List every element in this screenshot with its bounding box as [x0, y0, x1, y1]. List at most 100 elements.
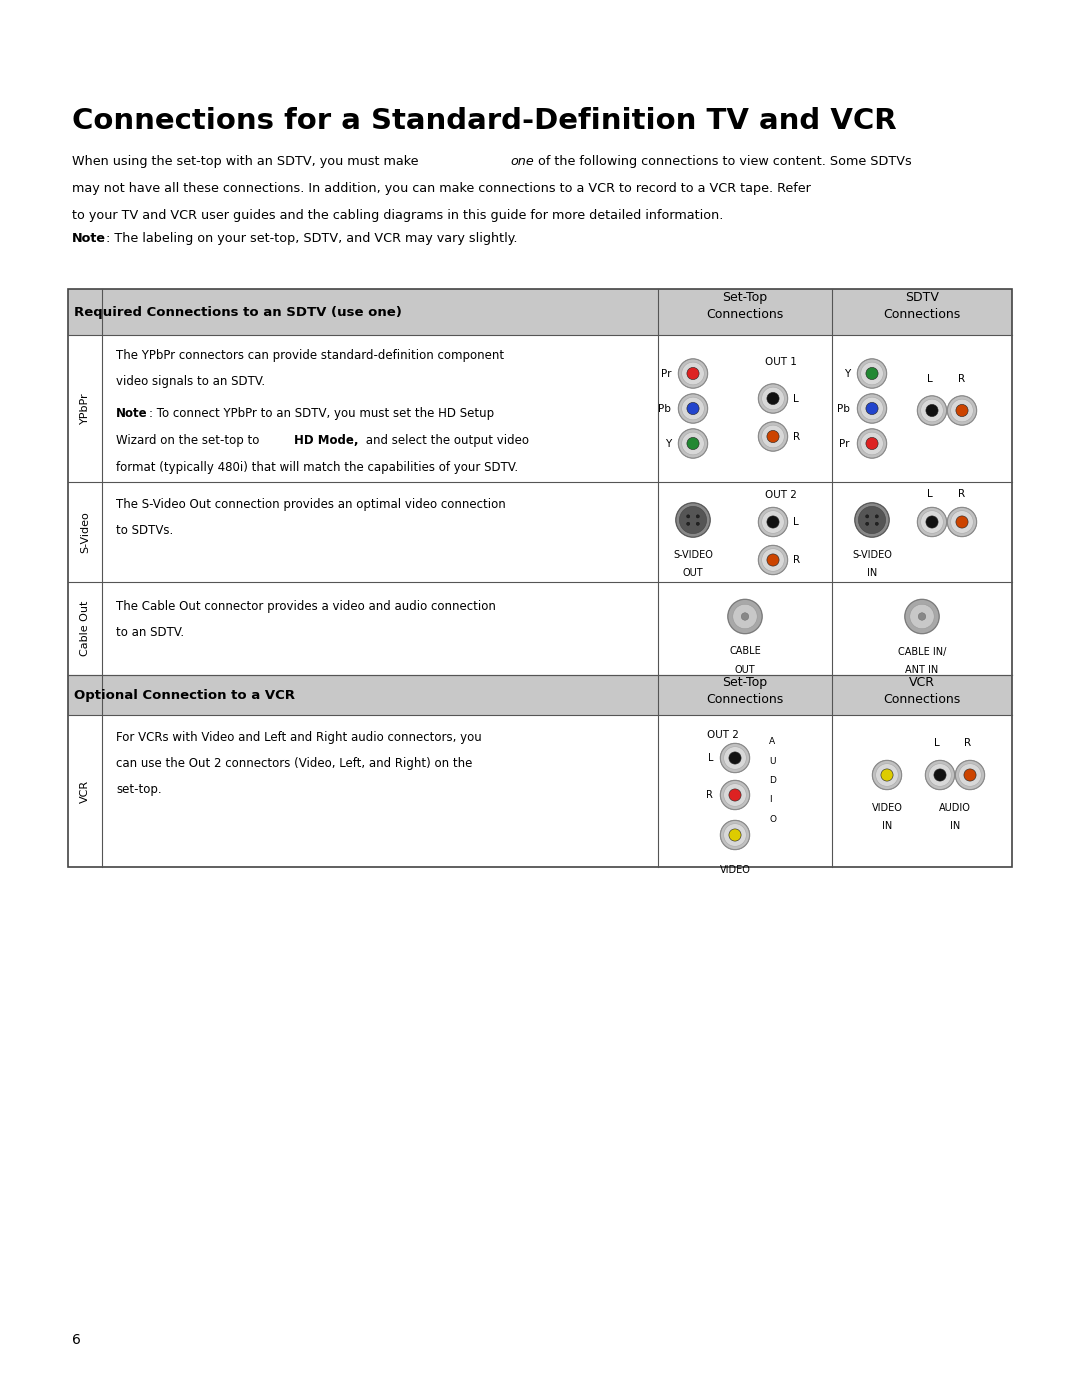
Circle shape [758, 422, 787, 451]
Circle shape [678, 358, 708, 388]
Circle shape [905, 599, 939, 633]
Circle shape [856, 429, 888, 458]
Text: For VCRs with Video and Left and Right audio connectors, you: For VCRs with Video and Left and Right a… [116, 731, 482, 745]
Text: ANT IN: ANT IN [905, 665, 939, 675]
Text: Optional Connection to a VCR: Optional Connection to a VCR [75, 689, 295, 701]
Circle shape [767, 515, 779, 528]
Text: L: L [927, 373, 933, 384]
Circle shape [675, 502, 711, 538]
Circle shape [758, 507, 787, 536]
Circle shape [926, 404, 939, 416]
Circle shape [858, 394, 887, 423]
Circle shape [727, 599, 762, 634]
Circle shape [856, 358, 888, 388]
Circle shape [728, 599, 762, 633]
Circle shape [861, 362, 883, 384]
Circle shape [767, 430, 779, 443]
Circle shape [865, 515, 868, 518]
Circle shape [687, 367, 699, 380]
Circle shape [866, 437, 878, 450]
Circle shape [761, 549, 784, 571]
Text: Set-Top
Connections: Set-Top Connections [706, 291, 784, 321]
Circle shape [724, 784, 746, 806]
Text: Set-Top
Connections: Set-Top Connections [706, 676, 784, 705]
Circle shape [866, 402, 878, 415]
Circle shape [873, 760, 902, 789]
Text: VIDEO: VIDEO [719, 865, 751, 875]
Circle shape [761, 511, 784, 534]
Text: Note: Note [116, 407, 148, 420]
Circle shape [719, 820, 751, 851]
Circle shape [856, 394, 888, 423]
Text: U: U [769, 757, 775, 766]
Circle shape [859, 506, 886, 534]
Circle shape [866, 367, 878, 380]
Text: : To connect YPbPr to an SDTV, you must set the HD Setup: : To connect YPbPr to an SDTV, you must … [149, 407, 495, 420]
Circle shape [767, 553, 779, 566]
Text: Y: Y [843, 369, 850, 379]
Text: may not have all these connections. In addition, you can make connections to a V: may not have all these connections. In a… [72, 182, 811, 196]
Text: A: A [769, 738, 775, 746]
Circle shape [947, 507, 977, 538]
Circle shape [681, 432, 704, 455]
Text: R: R [793, 555, 800, 564]
Text: can use the Out 2 connectors (Video, Left, and Right) on the: can use the Out 2 connectors (Video, Lef… [116, 757, 472, 770]
Text: set-top.: set-top. [116, 782, 162, 796]
Circle shape [858, 359, 887, 388]
Circle shape [964, 768, 976, 781]
Circle shape [854, 502, 890, 538]
Circle shape [918, 395, 946, 425]
Circle shape [924, 760, 955, 791]
Circle shape [678, 359, 707, 388]
Circle shape [918, 613, 926, 620]
Text: IN: IN [950, 821, 960, 831]
Circle shape [697, 515, 700, 518]
Text: to your TV and VCR user guides and the cabling diagrams in this guide for more d: to your TV and VCR user guides and the c… [72, 210, 724, 222]
Text: 6: 6 [72, 1333, 81, 1347]
Text: The S-Video Out connection provides an optimal video connection: The S-Video Out connection provides an o… [116, 497, 505, 511]
Circle shape [865, 522, 868, 525]
Bar [68, 675, 1012, 715]
Text: format (typically 480i) that will match the capabilities of your SDTV.: format (typically 480i) that will match … [116, 461, 518, 474]
Text: O: O [769, 814, 777, 824]
Text: OUT 2: OUT 2 [707, 731, 739, 740]
Text: When using the set-top with an SDTV, you must make: When using the set-top with an SDTV, you… [72, 155, 422, 168]
Circle shape [681, 362, 704, 384]
Circle shape [758, 383, 788, 414]
Text: Y: Y [665, 439, 671, 448]
Circle shape [719, 780, 751, 810]
Circle shape [732, 605, 757, 629]
Text: IN: IN [882, 821, 892, 831]
Circle shape [679, 506, 706, 534]
Text: to an SDTV.: to an SDTV. [116, 626, 184, 638]
Circle shape [681, 397, 704, 420]
Circle shape [926, 515, 939, 528]
Circle shape [741, 613, 748, 620]
Circle shape [678, 394, 707, 423]
Circle shape [720, 743, 750, 773]
Text: video signals to an SDTV.: video signals to an SDTV. [116, 374, 265, 388]
Circle shape [918, 507, 946, 536]
Circle shape [876, 764, 899, 787]
Circle shape [724, 824, 746, 847]
Text: Cable Out: Cable Out [80, 601, 90, 657]
Text: D: D [769, 775, 775, 785]
Text: R: R [958, 373, 966, 384]
Circle shape [687, 437, 699, 450]
Text: I: I [769, 795, 771, 805]
Text: S-VIDEO: S-VIDEO [852, 550, 892, 560]
Bar [68, 289, 1012, 335]
Circle shape [687, 515, 690, 518]
Text: VCR: VCR [80, 780, 90, 802]
Text: VCR
Connections: VCR Connections [883, 676, 960, 705]
Text: Connections for a Standard-Definition TV and VCR: Connections for a Standard-Definition TV… [72, 108, 896, 136]
Text: L: L [934, 738, 940, 747]
Text: L: L [793, 394, 799, 404]
Circle shape [956, 404, 968, 416]
Circle shape [947, 395, 976, 425]
Text: CABLE IN/: CABLE IN/ [897, 647, 946, 657]
Circle shape [956, 760, 985, 789]
Text: Pb: Pb [837, 404, 850, 414]
Circle shape [720, 820, 750, 849]
Circle shape [676, 503, 710, 536]
